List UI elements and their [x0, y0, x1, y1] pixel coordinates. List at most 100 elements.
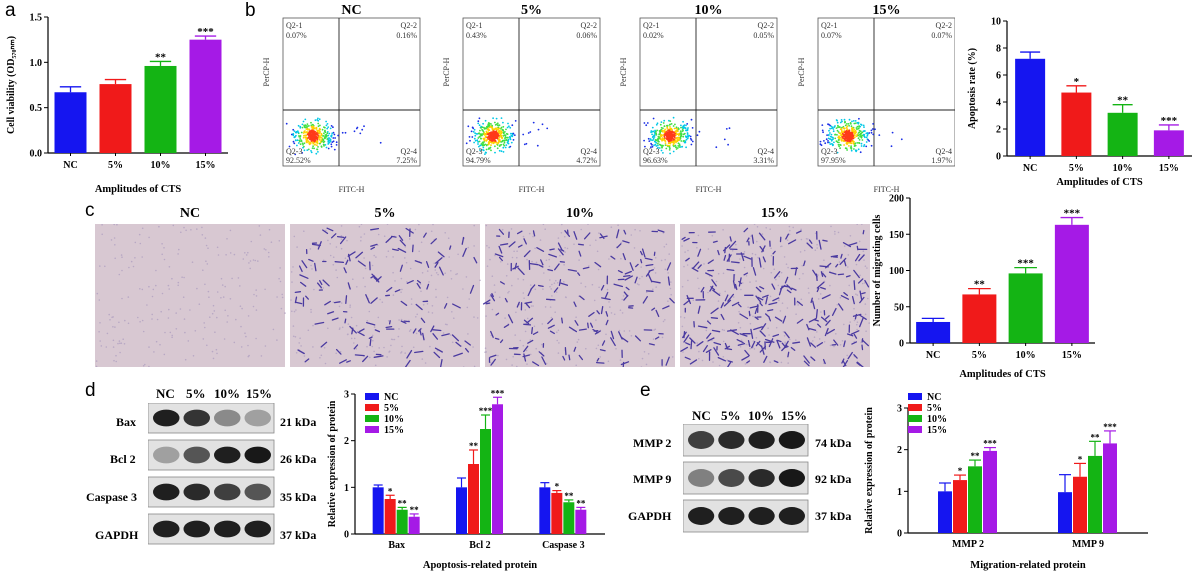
bar: [54, 92, 87, 153]
quadrant-label: Q2-2: [758, 21, 774, 30]
quadrant-value: 0.07%: [821, 31, 842, 40]
quadrant-label: Q2-2: [401, 21, 417, 30]
micrograph-background: [290, 224, 480, 367]
bar: [396, 509, 408, 534]
legend-swatch: [908, 393, 922, 400]
blot-d-label-bcl2: Bcl 2: [110, 452, 136, 466]
quadrant-label: Q2-1: [643, 21, 659, 30]
x-tick-label: 10%: [1016, 350, 1036, 361]
blot-band: [214, 520, 241, 538]
flow-y-label: PerCP-H: [442, 57, 451, 86]
blot-band: [778, 431, 805, 449]
panel-label-c: c: [85, 200, 95, 221]
quadrant-label: Q2-3: [466, 147, 482, 156]
blot-e-lane-10: 10%: [748, 408, 774, 423]
y-tick-label: 1.0: [30, 58, 43, 69]
blot-band: [214, 483, 241, 501]
blot-d-kda-caspase3: 35 kDa: [280, 490, 317, 504]
blot-band: [748, 469, 775, 487]
transwell-title-10: 10%: [566, 206, 594, 221]
y-tick-label: 0.5: [30, 103, 43, 114]
y-tick-label: 4: [996, 98, 1001, 109]
blot-band: [214, 409, 241, 427]
bar: [384, 499, 396, 534]
transwell-micrographs: [95, 224, 870, 367]
blot-row-1: [683, 461, 809, 495]
blot-band: [244, 446, 271, 464]
flow-title: 5%: [521, 3, 542, 18]
x-axis-title: Apoptosis-related protein: [423, 560, 537, 571]
blot-d-lane-5: 5%: [186, 386, 206, 401]
significance-label: ***: [197, 26, 214, 38]
flow-y-label: PerCP-H: [262, 57, 271, 86]
x-tick-label: 15%: [1062, 350, 1082, 361]
flow-x-label: FITC-H: [696, 185, 722, 194]
micrograph-background: [95, 224, 285, 367]
blot-band: [718, 507, 745, 525]
significance-label: ***: [491, 388, 505, 398]
legend-label: NC: [927, 392, 941, 403]
blot-band: [778, 507, 805, 525]
y-tick-label: 150: [889, 230, 904, 241]
quadrant-value: 92.52%: [286, 156, 311, 165]
bar: [456, 487, 467, 534]
flow-panel-0: NC Q2-10.07% Q2-20.16% Q2-392.52% Q2-47.25% F…: [262, 3, 421, 194]
micrograph-0: [95, 224, 286, 367]
bar: [408, 516, 420, 534]
legend-label: 15%: [927, 425, 947, 436]
micrograph-3: [680, 224, 870, 367]
quadrant-label: Q2-4: [581, 147, 597, 156]
blot-band: [688, 469, 715, 487]
y-tick-label: 8: [996, 44, 1001, 55]
blot-d-label-gapdh: GAPDH: [95, 528, 139, 542]
y-axis-title: Cell viability (OD₅₇₀ₙₘ): [6, 36, 17, 134]
x-tick-label: Bcl 2: [469, 540, 490, 551]
blot-band: [244, 409, 271, 427]
blot-e-lane-5: 5%: [721, 408, 741, 423]
quadrant-value: 96.63%: [643, 156, 668, 165]
y-tick-label: 0: [344, 530, 349, 541]
chart-e-migration-protein: 0 1 2 3 Relative expression of protein Migrat…: [864, 392, 1148, 571]
blot-band: [183, 409, 210, 427]
y-axis-title: Apoptosis rate (%): [967, 48, 978, 129]
significance-label: **: [1117, 95, 1129, 107]
x-tick-label: 15%: [1159, 163, 1179, 174]
legend-swatch: [908, 415, 922, 422]
legend-label: 15%: [384, 425, 404, 436]
quadrant-value: 97.95%: [821, 156, 846, 165]
blot-e-label-gapdh: GAPDH: [628, 509, 672, 523]
x-tick-label: NC: [1023, 163, 1037, 174]
blot-d-kda-bcl2: 26 kDa: [280, 452, 317, 466]
x-tick-label: MMP 2: [952, 539, 984, 550]
significance-label: ***: [1103, 422, 1117, 432]
flow-x-label: FITC-H: [339, 185, 365, 194]
significance-label: **: [974, 279, 986, 291]
blot-d-lane-15: 15%: [246, 386, 272, 401]
micrograph-2: [482, 224, 675, 367]
panel-label-b: b: [245, 0, 256, 21]
blot-row-0: [683, 424, 809, 457]
flow-panel-2: 10% Q2-10.02% Q2-20.05% Q2-396.63% Q2-43.31%…: [619, 3, 778, 194]
legend-swatch: [365, 393, 379, 400]
x-tick-label: Caspase 3: [542, 540, 585, 551]
panel-label-d: d: [85, 380, 96, 401]
micrograph-background: [680, 224, 870, 367]
x-tick-label: NC: [63, 160, 77, 171]
x-tick-label: MMP 9: [1072, 539, 1104, 550]
legend-swatch: [908, 426, 922, 433]
bar: [551, 492, 563, 534]
bar: [189, 39, 222, 153]
blot-row-2: [148, 476, 275, 508]
y-tick-label: 0: [897, 529, 902, 540]
flow-y-label: PerCP-H: [619, 57, 628, 86]
significance-label: *: [388, 486, 393, 496]
legend-label: 10%: [927, 414, 947, 425]
y-tick-label: 3: [344, 390, 349, 401]
x-axis-title: Amplitudes of CTS: [1056, 177, 1143, 188]
bar: [1103, 443, 1117, 533]
flow-title: NC: [341, 3, 361, 18]
blot-e-label-mmp2: MMP 2: [633, 436, 672, 450]
y-tick-label: 50: [894, 302, 904, 313]
bar: [1153, 130, 1184, 156]
significance-label: ***: [1161, 115, 1178, 127]
